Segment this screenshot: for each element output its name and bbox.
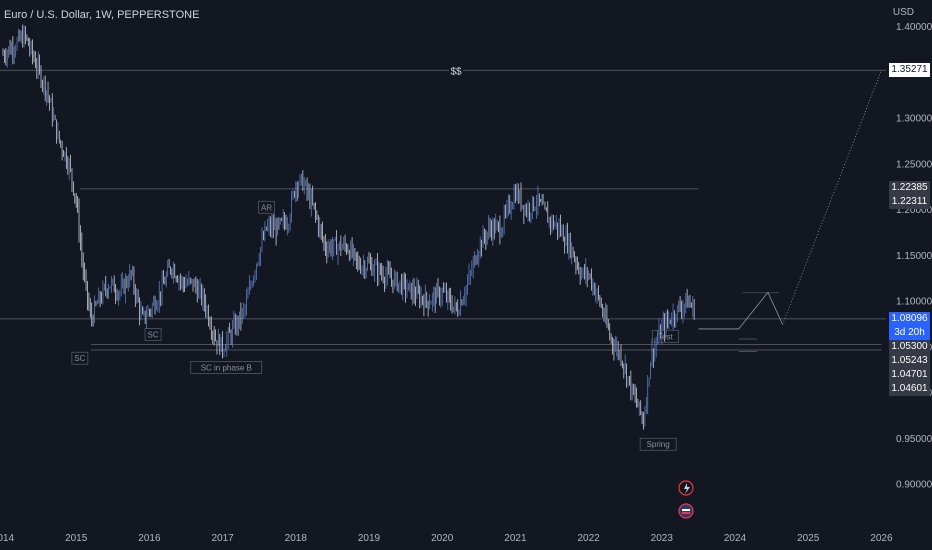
- projection-dotted: [782, 70, 882, 325]
- y-tick-label: 1.30000: [896, 114, 932, 125]
- price-tag: 1.05300: [889, 339, 930, 354]
- x-tick-label: 2020: [431, 533, 454, 544]
- annotation-label: SC in phase B: [201, 363, 252, 372]
- x-tick-label: 2016: [138, 533, 161, 544]
- x-tick-label: 2019: [358, 533, 381, 544]
- flag-icon-stripe: [682, 509, 690, 511]
- annotation-label: SC: [74, 354, 85, 363]
- currency-label: USD: [892, 7, 914, 18]
- price-tag: 1.35271: [889, 63, 930, 78]
- y-tick-label: 0.90000: [896, 480, 932, 491]
- annotation-box: [144, 328, 162, 341]
- annotation-box: [639, 437, 677, 451]
- x-tick-label: 2026: [870, 533, 893, 544]
- projection-path: [698, 291, 783, 330]
- x-tick-label: 2025: [797, 533, 820, 544]
- price-tag: 1.05243: [889, 353, 930, 368]
- annotation-label: Spring: [647, 440, 670, 449]
- price-tag: 1.08096: [889, 311, 930, 326]
- price-tag: 1.04601: [889, 381, 930, 396]
- price-tag: 1.22385: [889, 181, 930, 196]
- x-tick-label: 2018: [285, 533, 308, 544]
- price-tag: 1.22311: [889, 195, 930, 210]
- annotation-box: [652, 329, 679, 343]
- x-tick-label: 2015: [65, 533, 88, 544]
- x-tick-label: 2024: [724, 533, 747, 544]
- y-tick-label: 1.15000: [896, 251, 932, 262]
- level-label: $$: [450, 66, 462, 77]
- annotation-label: Test: [658, 332, 673, 341]
- x-tick-label: 2021: [504, 533, 527, 544]
- y-tick-label: 1.20000: [896, 205, 932, 216]
- x-tick-label: 2023: [651, 533, 674, 544]
- price-tag: 3d 20h: [889, 325, 930, 340]
- y-tick-label: 0.95000: [896, 434, 932, 445]
- annotation-box: [71, 351, 89, 365]
- flag-icon-stripe: [682, 512, 690, 514]
- x-tick-label: 2017: [211, 533, 234, 544]
- y-tick-label: 1.25000: [896, 159, 932, 170]
- annotation-box: [190, 361, 263, 374]
- annotation-label: AR: [261, 203, 272, 212]
- annotation-label: SC: [147, 330, 158, 339]
- x-tick-label: 2014: [0, 533, 15, 544]
- x-tick-label: 2022: [577, 533, 600, 544]
- y-tick-label: 1.10000: [896, 297, 932, 308]
- level-label-bg: [449, 64, 463, 77]
- price-tag: 1.04701: [889, 367, 930, 382]
- symbol-title: Euro / U.S. Dollar, 1W, PEPPERSTONE: [4, 9, 200, 21]
- lightning-icon-glyph: [684, 483, 690, 494]
- annotation-box: [258, 200, 275, 214]
- y-tick-label: 1.40000: [896, 22, 932, 33]
